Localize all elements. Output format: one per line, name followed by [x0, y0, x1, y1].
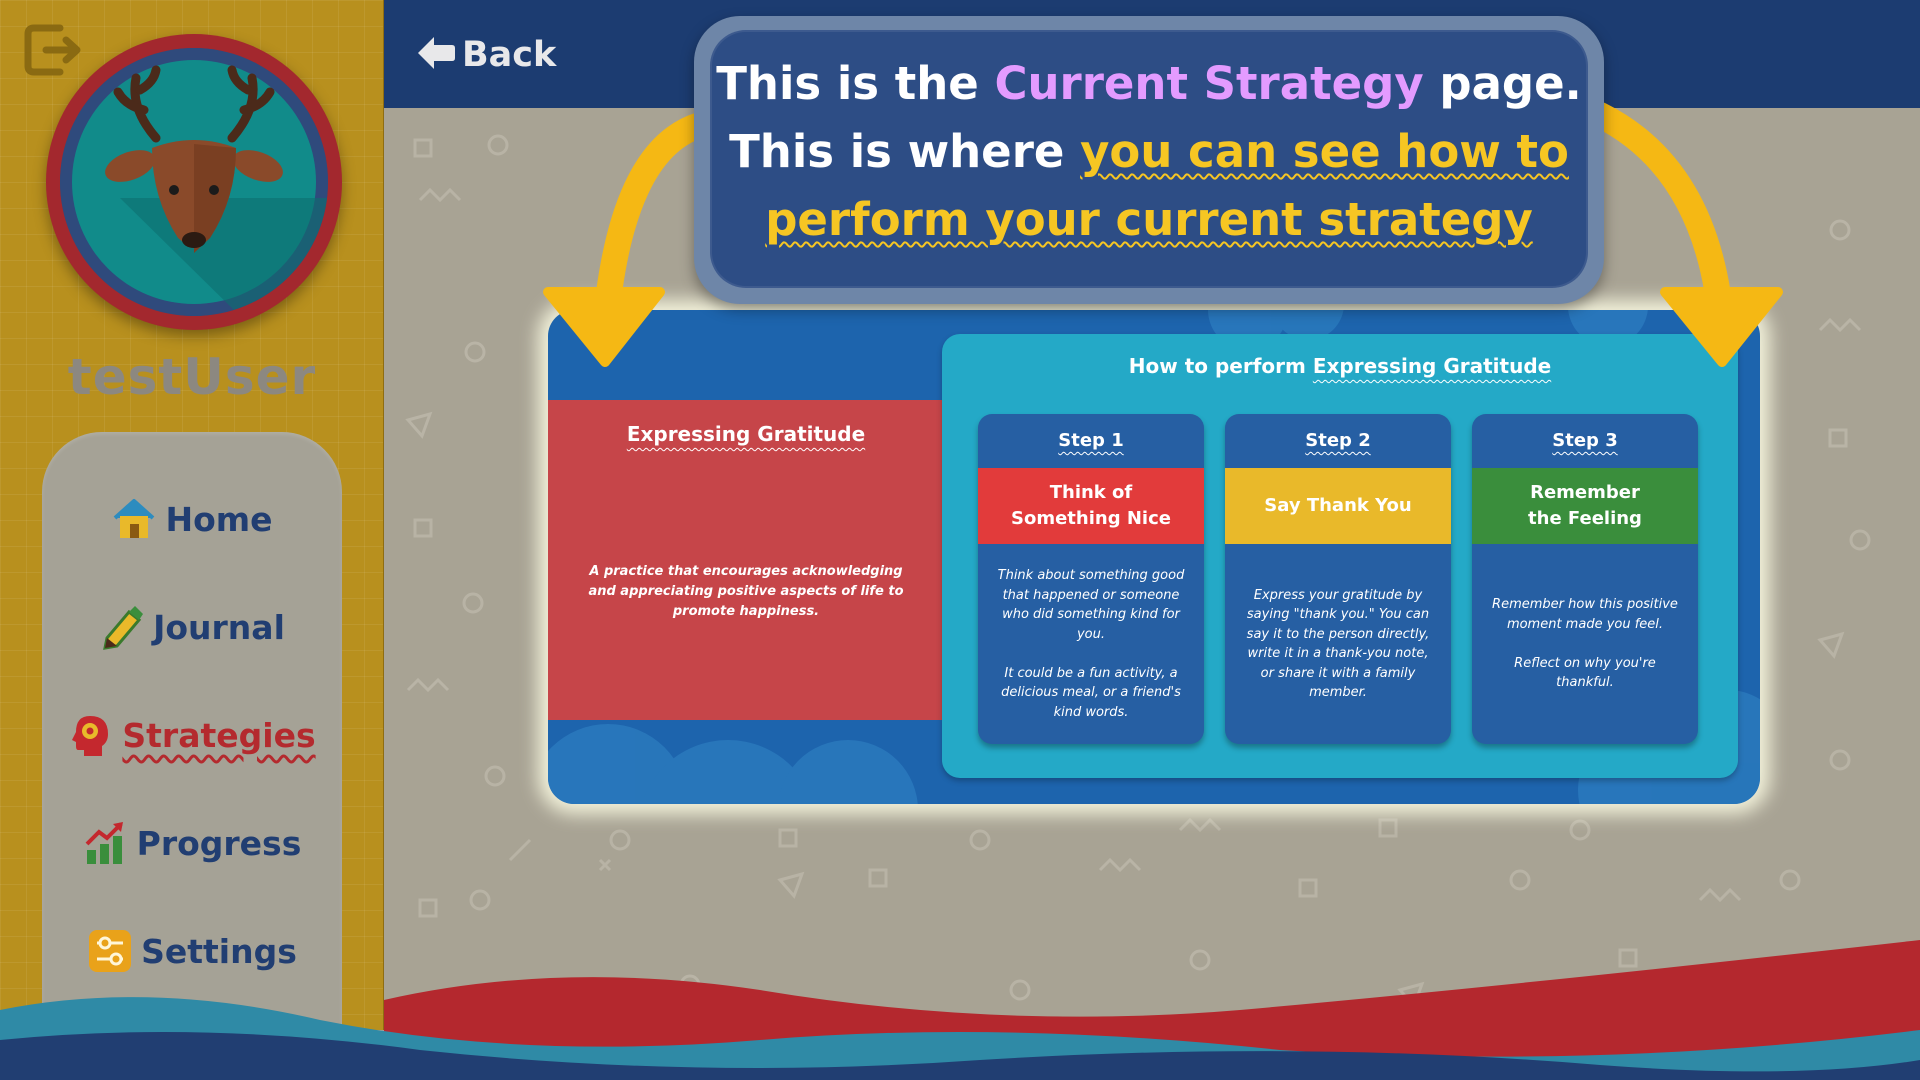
nav-menu: Home Journal Strategies — [42, 432, 342, 1030]
step-name: Say Thank You — [1225, 468, 1451, 544]
step-text: Remember how this positive moment made y… — [1492, 597, 1678, 691]
howto-title: How to perform Expressing Gratitude — [1128, 354, 1552, 378]
username: testUser — [67, 348, 317, 406]
strategy-description: A practice that encourages acknowledging… — [588, 564, 904, 619]
step-name: Remember the Feeling — [1472, 468, 1698, 544]
strategy-card: Expressing Gratitude A practice that enc… — [548, 400, 944, 720]
nav-item-settings[interactable]: Settings — [42, 916, 342, 986]
callout-line-3: perform your current strategy — [765, 193, 1533, 246]
tutorial-callout: This is the Current Strategy page. This … — [694, 16, 1604, 304]
nav-item-strategies[interactable]: Strategies — [42, 700, 342, 770]
nav-item-journal[interactable]: Journal — [42, 592, 342, 662]
strategy-title: Expressing Gratitude — [626, 422, 866, 446]
sidebar: testUser Home Journal — [0, 0, 384, 1030]
nav-label-progress: Progress — [136, 823, 302, 863]
sliders-icon — [87, 928, 133, 974]
house-icon — [111, 496, 157, 542]
step-label: Step 1 — [1058, 430, 1124, 451]
nav-label-strategies: Strategies — [122, 715, 316, 755]
avatar[interactable] — [46, 34, 342, 330]
nav-label-home: Home — [165, 499, 273, 539]
back-button[interactable]: Back — [416, 30, 556, 80]
head-gear-icon — [68, 712, 114, 758]
step-label: Step 3 — [1552, 430, 1618, 451]
nav-label-journal: Journal — [153, 607, 285, 647]
callout-line-2: This is where you can see how to — [729, 125, 1569, 178]
step-label: Step 2 — [1305, 430, 1371, 451]
arrow-left-icon — [416, 33, 456, 77]
howto-panel: How to perform Expressing Gratitude Step… — [942, 334, 1738, 778]
back-label: Back — [462, 35, 557, 75]
step-text: Think about something good that happened… — [997, 568, 1185, 720]
step-card-1: Step 1 Think of Something Nice Think abo… — [978, 414, 1204, 744]
step-card-2: Step 2 Say Thank You Express your gratit… — [1225, 414, 1451, 744]
step-text: Express your gratitude by saying "thank … — [1246, 587, 1430, 701]
nav-label-settings: Settings — [141, 931, 297, 971]
logout-icon[interactable] — [24, 22, 84, 78]
deer-avatar-icon — [60, 48, 328, 316]
nav-item-progress[interactable]: Progress — [42, 808, 342, 878]
bar-chart-icon — [83, 820, 129, 866]
step-card-3: Step 3 Remember the Feeling Remember how… — [1472, 414, 1698, 744]
nav-item-home[interactable]: Home — [42, 484, 342, 554]
strategy-preview: Expressing Gratitude A practice that enc… — [548, 310, 1760, 804]
bottom-waves — [0, 940, 1920, 1080]
pencil-icon — [99, 604, 145, 650]
callout-line-1: This is the Current Strategy page. — [716, 57, 1582, 110]
step-name: Think of Something Nice — [978, 468, 1204, 544]
